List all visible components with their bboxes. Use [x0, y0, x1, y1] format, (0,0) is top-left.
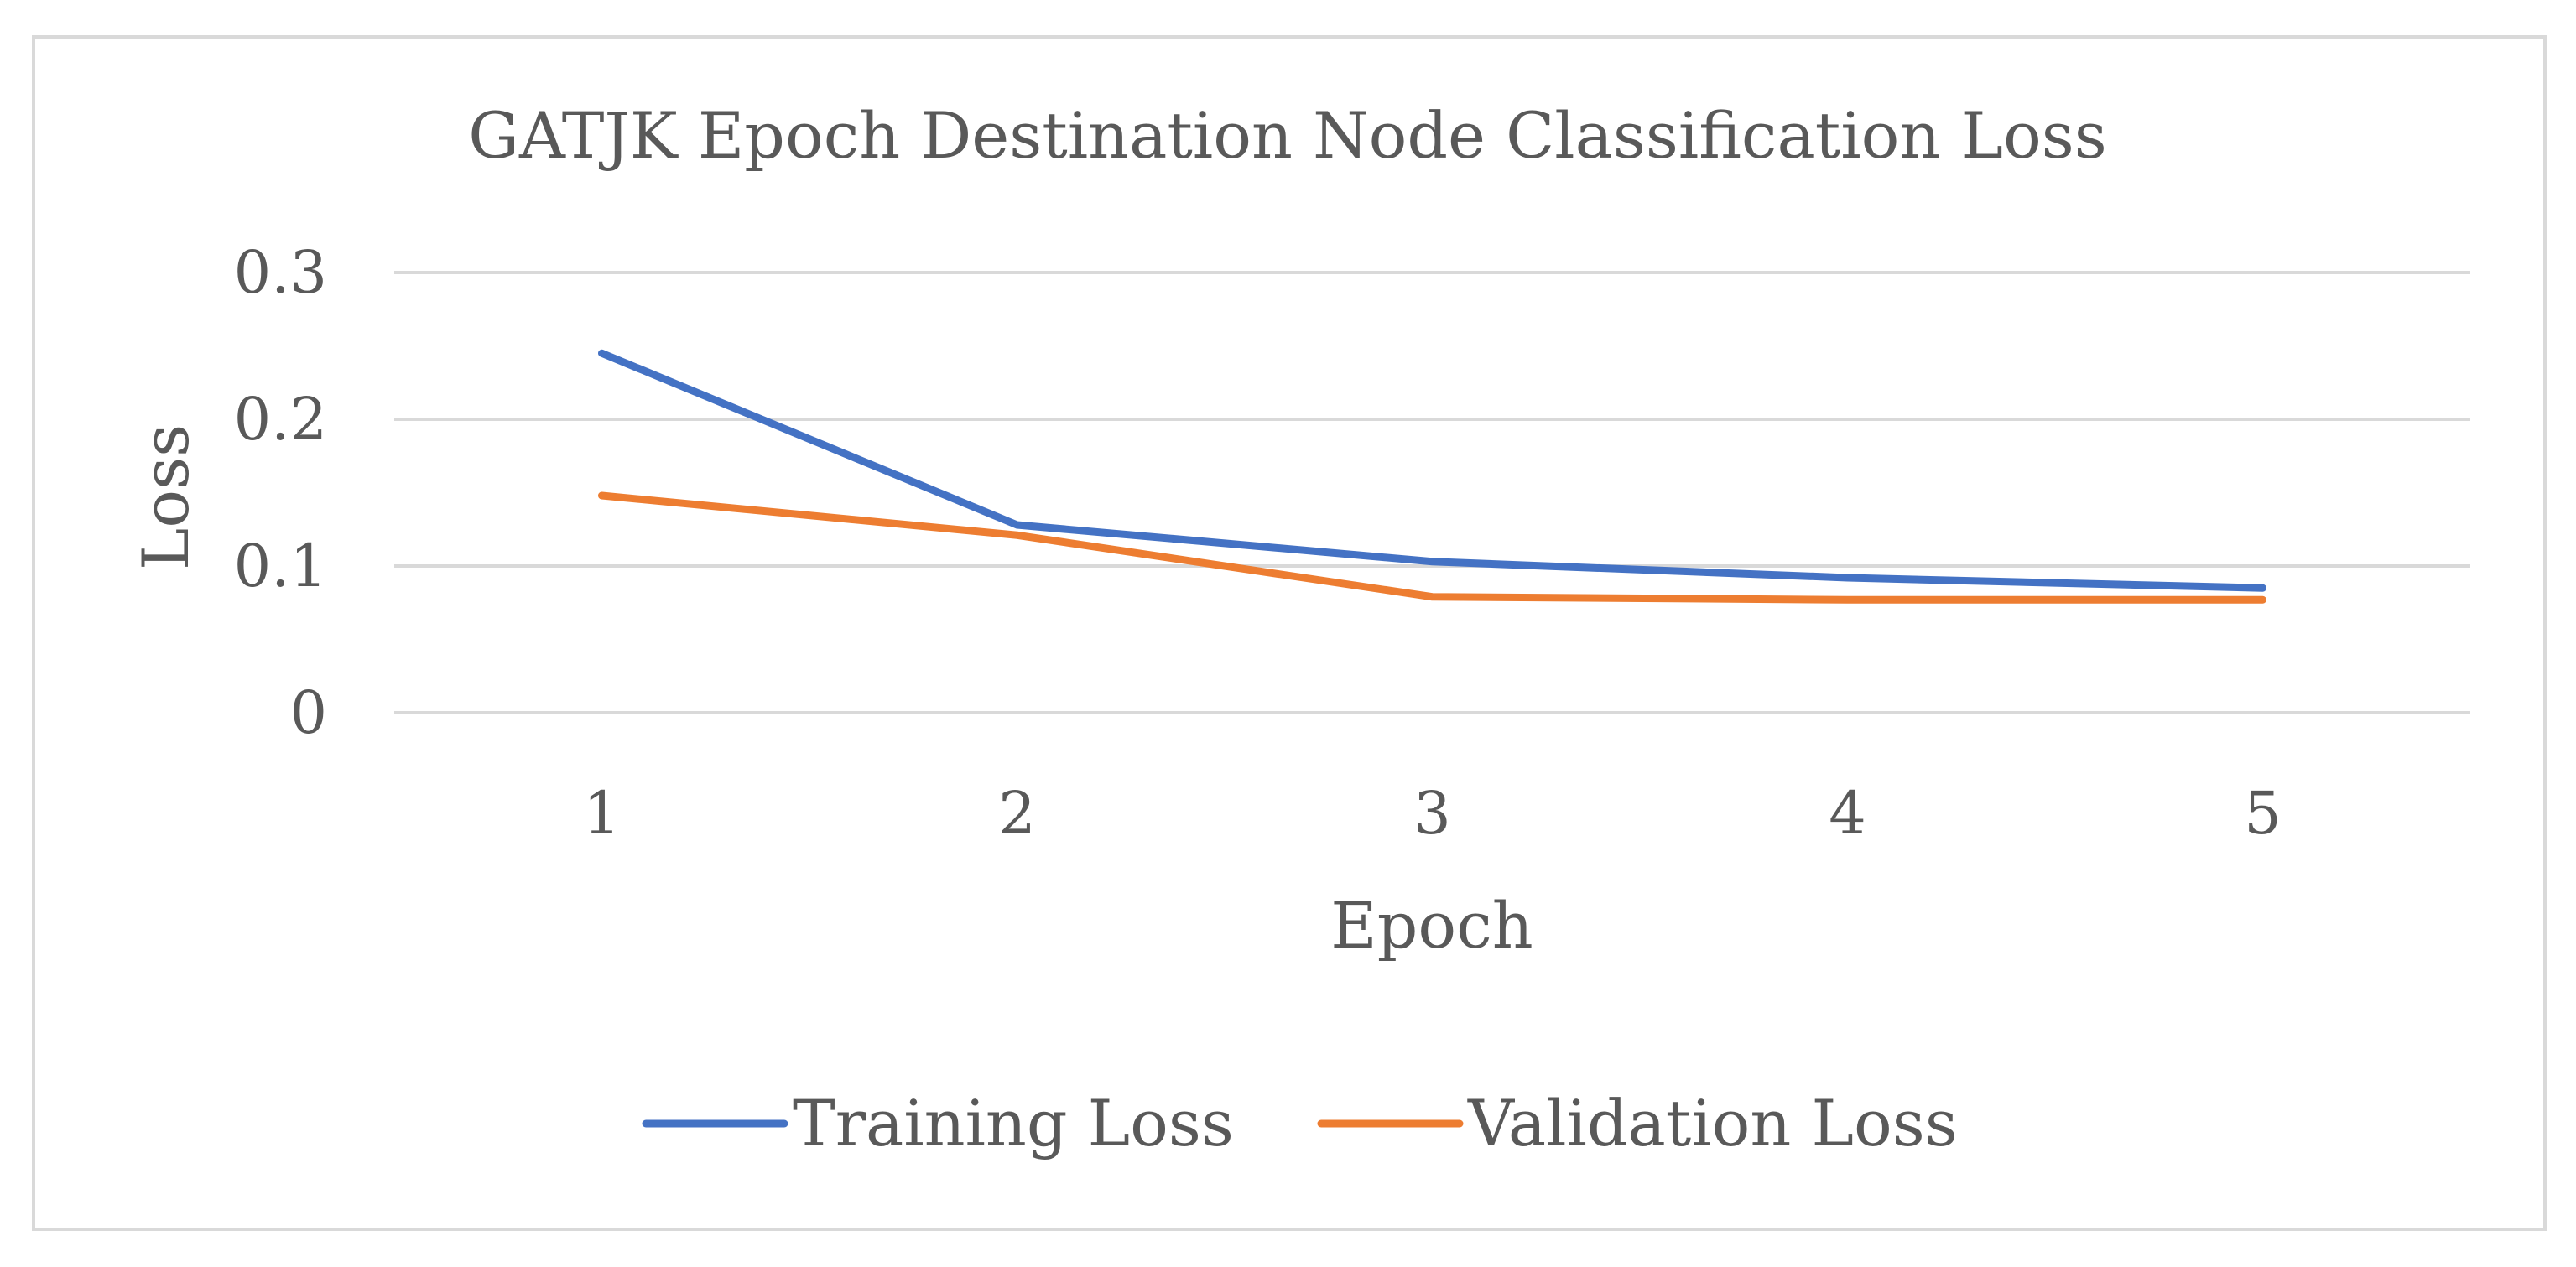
y-tick-label: 0.1: [234, 532, 327, 600]
legend: Training Loss Validation Loss: [642, 1086, 1958, 1161]
legend-label: Training Loss: [793, 1086, 1234, 1161]
x-axis-title: Epoch: [1330, 888, 1533, 963]
y-axis-ticks: 0 0.1 0.2 0.3: [234, 238, 327, 747]
y-tick-label: 0.3: [234, 238, 327, 307]
x-axis-ticks: 1 2 3 4 5: [583, 779, 2282, 848]
x-tick-label: 5: [2244, 779, 2282, 848]
x-tick-label: 4: [1829, 779, 1866, 848]
legend-label: Validation Loss: [1467, 1086, 1958, 1161]
series-line-training-loss: [598, 349, 2266, 592]
x-tick-label: 2: [998, 779, 1036, 848]
y-axis-title: Loss: [128, 424, 203, 570]
grid-lines: [394, 271, 2470, 714]
chart-frame: [32, 35, 2547, 1231]
series-lines: [598, 349, 2266, 604]
chart-title: GATJK Epoch Destination Node Classificat…: [468, 98, 2106, 173]
y-tick-label: 0.2: [234, 385, 327, 454]
y-tick-label: 0: [289, 678, 327, 747]
x-tick-label: 1: [583, 779, 621, 848]
x-tick-label: 3: [1413, 779, 1451, 848]
